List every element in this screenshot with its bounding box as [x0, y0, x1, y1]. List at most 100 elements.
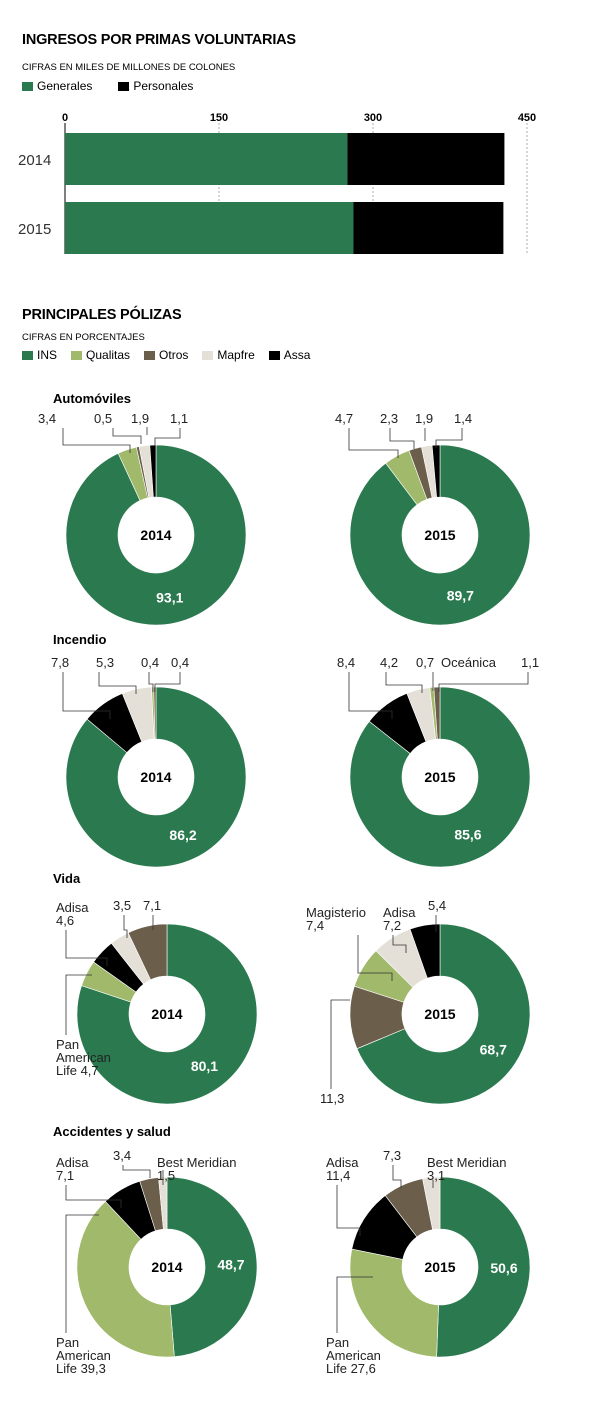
- donut-callout-label: Best Meridian: [157, 1155, 236, 1170]
- donut-callout-line: [62, 672, 111, 719]
- legend-swatch-qualitas: [71, 350, 83, 360]
- bar-segment-personales: [353, 202, 504, 254]
- donut-callout-label: Adisa: [383, 905, 416, 920]
- legend-swatch-personales: [118, 81, 130, 91]
- bar-category-label: 2014: [18, 152, 51, 169]
- donut-callout-line: [357, 935, 393, 981]
- donut-slice-pan-american-life: [76, 1200, 175, 1358]
- donut-callout-value: 1,4: [454, 411, 472, 426]
- donut-callout-line: [348, 428, 399, 458]
- legend-label-assa: Assa: [283, 348, 311, 362]
- donut-slice-pan-american-life: [349, 1248, 439, 1358]
- donut-callout-label: American: [56, 1050, 111, 1065]
- donut-center-label: 2014: [140, 769, 171, 785]
- donut-callout-line: [438, 672, 529, 692]
- donut-slice-assa: [149, 444, 157, 498]
- donut-callout-line: [392, 935, 407, 953]
- donut-callout-value: 7,2: [383, 918, 401, 933]
- donut-callout-value: 2,3: [380, 411, 398, 426]
- donut-center-label: 2015: [424, 769, 455, 785]
- donut-callout-value: 0,4: [171, 655, 189, 670]
- bar-x-tick-label: 0: [62, 112, 68, 124]
- bar-x-tick-label: 150: [210, 112, 228, 124]
- bar-chart-title: INGRESOS POR PRIMAS VOLUNTARIAS: [22, 32, 296, 48]
- chart-group-title: Automóviles: [53, 391, 131, 406]
- donut-slice-value-ins: 89,7: [447, 588, 474, 604]
- donut-callout-value: 4,2: [380, 655, 398, 670]
- legend-label-personales: Personales: [133, 79, 194, 93]
- chart-group-title: Accidentes y salud: [53, 1124, 171, 1139]
- donut-chart: [76, 923, 258, 1105]
- donut-callout-value: 1,9: [415, 411, 433, 426]
- legend-label-generales: Generales: [37, 79, 93, 93]
- donut-center-label: 2014: [151, 1006, 182, 1022]
- donut-callout-label: American: [326, 1348, 381, 1363]
- donut-chart: [65, 444, 247, 626]
- donut-slice-best-meridian: [158, 1176, 168, 1230]
- donut-callout-value: 5,3: [96, 655, 114, 670]
- donut-center-label: 2015: [424, 527, 455, 543]
- legend-swatch-assa: [268, 350, 280, 360]
- bar-segment-personales: [347, 133, 505, 185]
- donut-callout-line: [154, 428, 181, 446]
- donut-slice-ins: [349, 686, 531, 868]
- donut-chart: [349, 923, 531, 1105]
- donut-slice-ins: [65, 686, 247, 868]
- donut-callout-line: [62, 428, 131, 453]
- donut-callout-value: 5,4: [428, 898, 446, 913]
- chart-group-title: Vida: [53, 871, 81, 886]
- donut-chart: [349, 444, 531, 626]
- donut-callout-line: [389, 428, 415, 449]
- donut-chart: [76, 1176, 258, 1358]
- donut-annotation: Oceánica: [441, 655, 497, 670]
- donut-callout-value: 1,9: [131, 411, 149, 426]
- donut-callout-label: Best Meridian: [427, 1155, 506, 1170]
- donut-slice-value-ins: 93,1: [156, 590, 183, 606]
- donut-slice-ins: [356, 923, 531, 1105]
- donut-callout-line: [65, 1185, 122, 1208]
- donut-callout-line: [330, 999, 350, 1089]
- policies-subtitle: CIFRAS EN PORCENTAJES: [22, 332, 145, 343]
- donut-callout-value: 1,1: [521, 655, 539, 670]
- donut-slice-value-ins: 50,6: [490, 1260, 517, 1276]
- donut-callout-value: 7,1: [56, 1168, 74, 1183]
- donut-callout-line: [148, 672, 154, 692]
- donut-callout-line: [65, 1214, 99, 1333]
- donut-callout-value: 0,7: [416, 655, 434, 670]
- donut-callout-value: 3,4: [38, 411, 56, 426]
- bar-x-tick-label: 450: [518, 112, 536, 124]
- donut-callout-value: 7,4: [306, 918, 324, 933]
- legend-label-qualitas: Qualitas: [86, 348, 131, 362]
- donut-center-label: 2014: [140, 527, 171, 543]
- chart-group-title: Incendio: [53, 632, 107, 647]
- donut-center-label: 2015: [424, 1259, 455, 1275]
- donut-chart: [349, 1176, 531, 1358]
- legend-label-ins: INS: [37, 348, 58, 362]
- donut-slice-value-ins: 86,2: [169, 827, 196, 843]
- policies-legend: INS Qualitas Otros Mapfre Assa: [22, 348, 310, 362]
- donut-callout-label: Pan: [56, 1037, 79, 1052]
- donut-slice-best-meridian: [422, 1176, 441, 1231]
- donut-callout-line: [154, 672, 181, 692]
- donut-callout-label: Pan: [56, 1335, 79, 1350]
- donut-callout-line: [336, 1185, 361, 1236]
- donut-slice-oceánica: [433, 686, 441, 740]
- donut-callout-line: [385, 672, 423, 693]
- donut-callout-value: 3,4: [113, 1148, 131, 1163]
- donut-callout-value: 7,8: [51, 655, 69, 670]
- legend-swatch-otros: [144, 350, 156, 360]
- donut-callout-value: 3,1: [427, 1168, 445, 1183]
- donut-callout-value: Life 4,7: [56, 1063, 99, 1078]
- donut-callout-line: [112, 428, 142, 444]
- donut-slice-value-ins: 68,7: [480, 1041, 507, 1057]
- donut-callout-value: Life 27,6: [326, 1361, 376, 1376]
- donut-slice-assa: [409, 923, 441, 979]
- donut-callout-value: 3,5: [113, 898, 131, 913]
- donut-callout-line: [98, 672, 137, 694]
- legend-swatch-ins: [22, 350, 33, 360]
- donut-slice-ins: [76, 923, 258, 1105]
- donut-callout-value: 11,3: [320, 1091, 344, 1106]
- bar-segment-generales: [65, 202, 354, 254]
- bar-category-label: 2015: [18, 221, 51, 238]
- donut-callout-value: 8,4: [337, 655, 355, 670]
